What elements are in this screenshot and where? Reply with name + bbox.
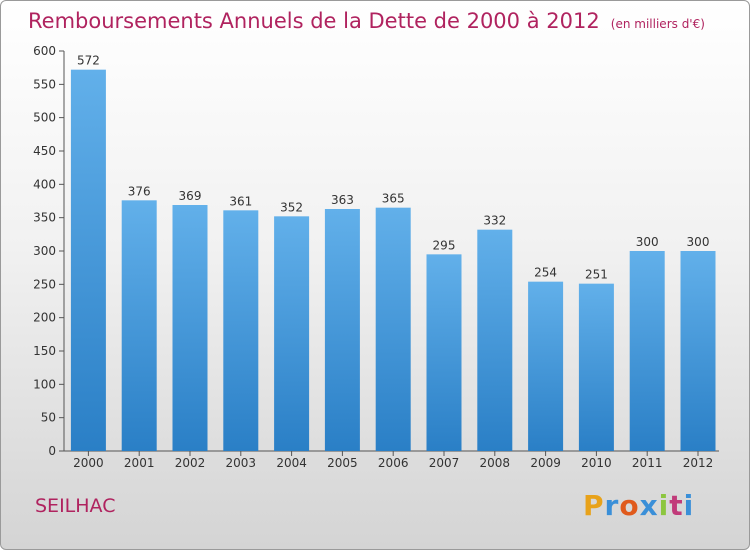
y-tick-label: 450 xyxy=(33,144,56,158)
y-tick-label: 100 xyxy=(33,377,56,391)
commune-name: SEILHAC xyxy=(35,495,116,517)
logo-letter: i xyxy=(683,489,695,522)
x-tick-label: 2011 xyxy=(632,456,663,470)
bar-value-label: 300 xyxy=(687,235,710,249)
bar xyxy=(426,254,462,451)
y-tick-label: 0 xyxy=(48,444,56,458)
x-tick-label: 2008 xyxy=(480,456,511,470)
y-tick-label: 150 xyxy=(33,344,56,358)
y-tick-label: 250 xyxy=(33,277,56,291)
bar-value-label: 251 xyxy=(585,268,608,282)
bar-value-label: 572 xyxy=(77,54,100,68)
bar xyxy=(324,209,360,451)
chart-unit: (en milliers d'€) xyxy=(610,17,705,31)
bar xyxy=(121,200,157,451)
x-tick-label: 2006 xyxy=(378,456,409,470)
logo-letter: o xyxy=(619,489,640,522)
proxiti-logo: Proxiti xyxy=(583,489,694,522)
x-tick-label: 2009 xyxy=(530,456,561,470)
y-tick-label: 350 xyxy=(33,211,56,225)
bar-value-label: 365 xyxy=(382,192,405,206)
x-tick-label: 2007 xyxy=(429,456,460,470)
bar-value-label: 254 xyxy=(534,266,557,280)
y-tick-label: 50 xyxy=(41,411,56,425)
bar xyxy=(70,69,106,452)
logo-letter: t xyxy=(669,489,684,522)
y-tick-label: 550 xyxy=(33,77,56,91)
x-tick-label: 2005 xyxy=(327,456,358,470)
x-tick-label: 2012 xyxy=(683,456,714,470)
bar xyxy=(172,205,208,451)
x-tick-label: 2000 xyxy=(73,456,104,470)
chart-title: Remboursements Annuels de la Dette de 20… xyxy=(28,9,705,33)
logo-letter: i xyxy=(658,489,670,522)
bar xyxy=(223,210,259,451)
logo-letter: P xyxy=(583,489,605,522)
chart-title-text: Remboursements Annuels de la Dette de 20… xyxy=(28,9,600,33)
logo-letter: x xyxy=(639,489,659,522)
y-tick-label: 500 xyxy=(33,111,56,125)
bar-value-label: 361 xyxy=(229,194,252,208)
bar xyxy=(375,207,411,451)
bar-value-label: 363 xyxy=(331,193,354,207)
bar-value-label: 369 xyxy=(179,189,202,203)
x-tick-label: 2001 xyxy=(124,456,155,470)
logo-letter: r xyxy=(604,489,620,522)
bar xyxy=(274,216,310,451)
x-tick-label: 2003 xyxy=(226,456,257,470)
bar xyxy=(629,251,665,451)
y-tick-label: 600 xyxy=(33,44,56,58)
y-tick-label: 300 xyxy=(33,244,56,258)
bar xyxy=(680,251,716,451)
bar-value-label: 300 xyxy=(636,235,659,249)
y-tick-label: 400 xyxy=(33,177,56,191)
x-tick-label: 2002 xyxy=(175,456,206,470)
bar-value-label: 352 xyxy=(280,200,303,214)
bar xyxy=(477,229,513,451)
x-tick-label: 2010 xyxy=(581,456,612,470)
bar-value-label: 295 xyxy=(433,238,456,252)
y-tick-label: 200 xyxy=(33,311,56,325)
bar-value-label: 332 xyxy=(483,214,506,228)
x-tick-label: 2004 xyxy=(276,456,307,470)
bar xyxy=(528,281,564,451)
bar xyxy=(578,283,614,451)
bar-value-label: 376 xyxy=(128,184,151,198)
